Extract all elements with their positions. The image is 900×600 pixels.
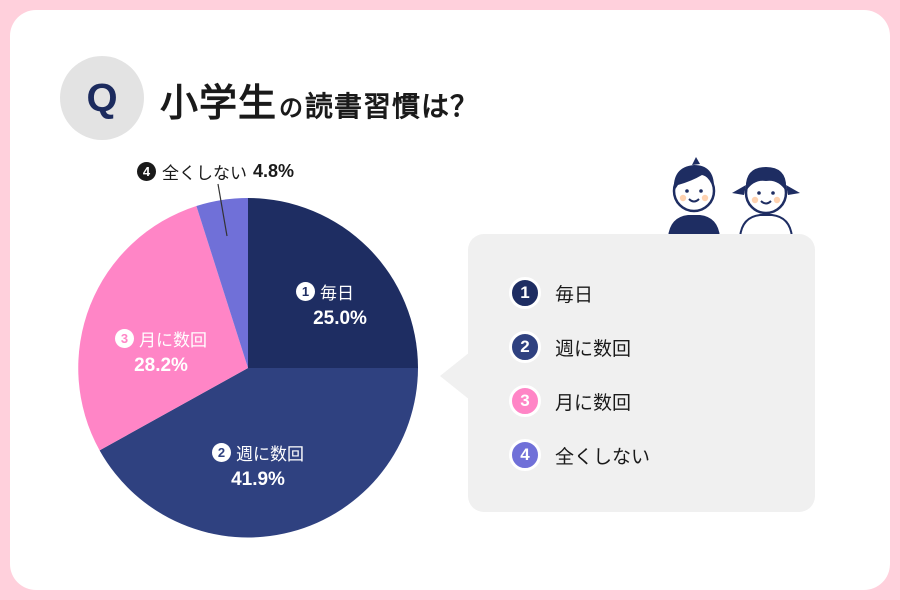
q-letter: Q [86, 75, 118, 120]
num-badge-1: 1 [296, 282, 315, 301]
label-never-name: 全くしない [162, 164, 247, 184]
title-part2: の [279, 94, 304, 122]
leader-line [217, 183, 228, 237]
legend-label-weekly: 週に数回 [555, 337, 632, 360]
legend-pointer [440, 352, 470, 400]
label-daily-pct: 25.0% [313, 308, 367, 329]
label-monthly-pct: 28.2% [134, 355, 188, 376]
label-monthly: 3 月に数回 28.2% [96, 326, 226, 377]
label-monthly-name: 月に数回 [139, 331, 207, 351]
children-illustration-icon [668, 157, 800, 237]
slice-daily [248, 198, 418, 368]
label-weekly: 2 週に数回 41.9% [193, 440, 323, 491]
page-title: 小学生 の 読書習慣は？ [160, 72, 479, 127]
legend-badge-3: 3 [509, 385, 541, 417]
legend-badge-4: 4 [509, 439, 541, 471]
label-daily-name: 毎日 [320, 284, 354, 304]
num-badge-4: 4 [137, 162, 156, 181]
legend-item-monthly: 3 月に数回 [509, 385, 631, 417]
title-part1: 小学生 [160, 81, 278, 125]
legend-item-daily: 1 毎日 [509, 277, 593, 309]
label-weekly-name: 週に数回 [236, 445, 304, 465]
legend-item-never: 4 全くしない [509, 439, 650, 471]
label-never-pct: 4.8% [253, 161, 295, 181]
num-badge-3: 3 [115, 329, 134, 348]
label-never: 4 全くしない 4.8% [137, 159, 294, 184]
label-daily: 1 毎日 25.0% [270, 279, 380, 330]
slice-weekly [99, 368, 418, 538]
legend-badge-2: 2 [509, 331, 541, 363]
legend-label-daily: 毎日 [555, 283, 594, 306]
legend-label-monthly: 月に数回 [555, 391, 632, 414]
slice-monthly [78, 206, 248, 451]
slice-never [196, 197, 248, 368]
title-part3: 読書習慣は？ [305, 90, 480, 123]
legend-badge-1: 1 [509, 277, 541, 309]
label-weekly-pct: 41.9% [231, 469, 285, 490]
legend-label-never: 全くしない [555, 445, 651, 468]
num-badge-2: 2 [212, 443, 231, 462]
legend-item-weekly: 2 週に数回 [509, 331, 631, 363]
q-badge: Q [60, 56, 144, 140]
